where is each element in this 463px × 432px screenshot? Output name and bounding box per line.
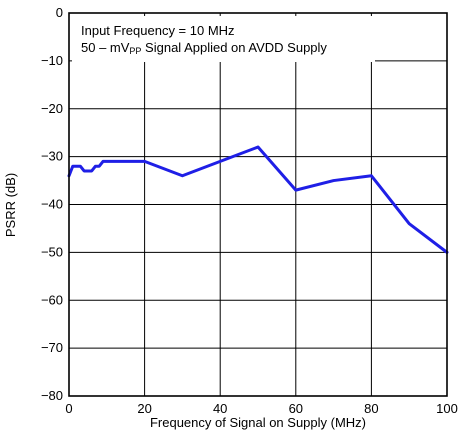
y-tick-label: −70 [41, 340, 63, 355]
plot-frame [68, 12, 448, 397]
series-line [67, 145, 449, 254]
series-layer [67, 145, 449, 254]
tick-labels: 0 20 40 60 80 100 0 −10 −20 −30 −40 −50 −60 −70 −80 [41, 5, 458, 416]
x-tick-label: 20 [137, 401, 151, 416]
x-tick-label: 40 [213, 401, 227, 416]
annotation-line-2-prefix: 50 – mV [81, 40, 130, 55]
x-tick-label: 0 [65, 401, 72, 416]
x-axis-label: Frequency of Signal on Supply (MHz) [150, 415, 366, 430]
y-tick-label: −50 [41, 244, 63, 259]
y-tick-label: −80 [41, 388, 63, 403]
x-tick-label: 100 [436, 401, 458, 416]
annotation-line-1: Input Frequency = 10 MHz [81, 23, 235, 38]
y-tick-label: 0 [56, 5, 63, 20]
annotation-background [72, 16, 375, 62]
y-tick-label: −10 [41, 53, 63, 68]
y-axis-label: PSRR (dB) [3, 173, 18, 237]
annotation-box: Input Frequency = 10 MHz 50 – mVPP Signa… [72, 16, 375, 62]
x-tick-label: 80 [364, 401, 378, 416]
y-tick-label: −40 [41, 197, 63, 212]
y-tick-label: −20 [41, 101, 63, 116]
annotation-line-2: 50 – mVPP Signal Applied on AVDD Supply [81, 40, 327, 56]
annotation-line-2-subscript: PP [129, 46, 141, 56]
y-tick-label: −60 [41, 292, 63, 307]
annotation-line-2-suffix: Signal Applied on AVDD Supply [141, 40, 327, 55]
y-tick-label: −30 [41, 149, 63, 164]
x-tick-label: 60 [289, 401, 303, 416]
grid [69, 13, 447, 396]
